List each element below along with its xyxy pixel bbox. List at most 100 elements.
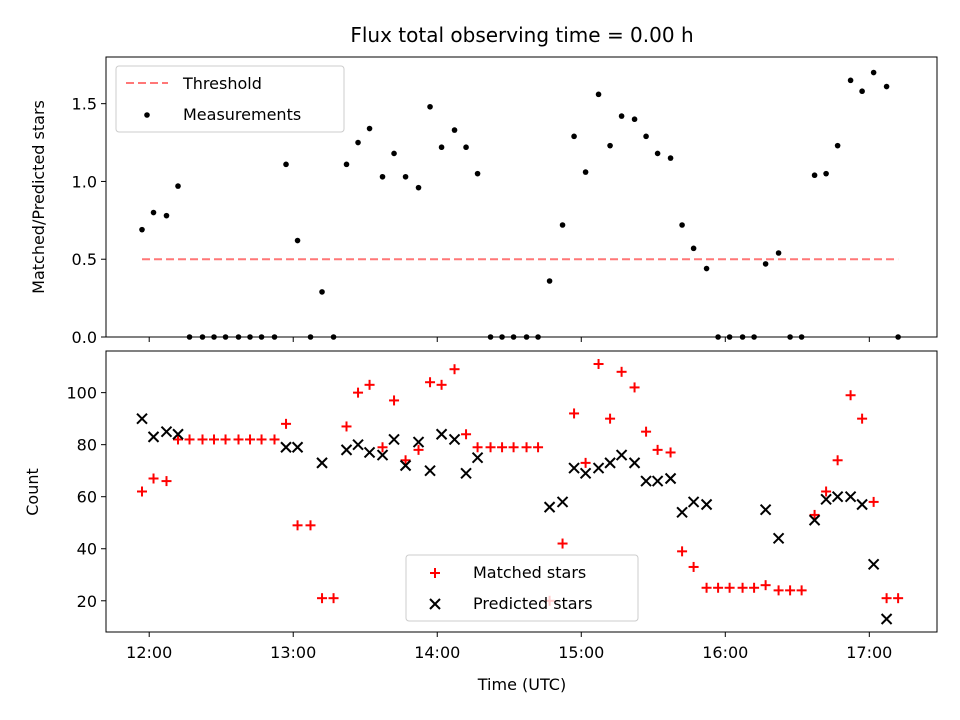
measurement-point [319, 289, 325, 295]
matched-star-point [688, 561, 699, 572]
measurement-point [463, 144, 469, 151]
top-y-tick-label: 1.5 [72, 95, 97, 114]
measurement-point [175, 183, 181, 189]
matched-star-point [472, 442, 483, 453]
predicted-star-point [651, 475, 664, 487]
measurement-point [499, 334, 505, 340]
matched-star-point [580, 457, 591, 468]
measurement-point [139, 226, 145, 233]
matched-star-point [652, 444, 663, 455]
matched-star-point [449, 364, 460, 375]
measurement-point [487, 334, 494, 340]
measurement-point [847, 77, 854, 84]
predicted-star-point [435, 428, 448, 440]
legend-matched-swatch [430, 568, 440, 578]
predicted-star-point [399, 459, 412, 472]
predicted-star-point [664, 472, 677, 485]
measurement-point [546, 278, 553, 284]
measurement-point [294, 237, 301, 244]
matched-star-point [400, 455, 411, 466]
measurement-point [235, 334, 242, 340]
matched-star-point [533, 442, 544, 453]
predicted-star-point [687, 496, 700, 508]
measurement-point [523, 334, 530, 340]
predicted-star-point [628, 457, 641, 469]
x-tick-label: 13:00 [270, 643, 316, 662]
predicted-star-point [592, 462, 605, 474]
measurement-point [798, 334, 805, 340]
matched-star-point [425, 377, 436, 388]
predicted-star-point [376, 449, 389, 461]
predicted-star-point [759, 504, 772, 516]
matched-star-point [353, 387, 364, 398]
matched-star-point [508, 442, 519, 453]
matched-star-point [605, 413, 616, 424]
matched-star-point [436, 379, 447, 390]
measurement-point [823, 170, 829, 177]
matched-star-point [521, 442, 532, 453]
legend-matched-label: Matched stars [473, 563, 586, 582]
matched-star-point [269, 434, 280, 445]
legend-matched-marker-shape [430, 568, 440, 578]
predicted-star-point [556, 496, 569, 508]
measurement-point [415, 184, 422, 191]
predicted-star-point [568, 462, 580, 474]
bottom-y-tick-label: 80 [77, 436, 97, 455]
matched-star-point [292, 520, 303, 531]
predicted-star-point [880, 613, 893, 625]
measurement-point [859, 88, 865, 95]
predicted-star-point [340, 444, 353, 456]
matched-star-point [364, 379, 375, 390]
bottom-legend: Matched stars Predicted stars [405, 554, 639, 622]
predicted-star-point [388, 433, 400, 446]
measurement-point [510, 334, 517, 340]
matched-star-point [341, 421, 352, 432]
matched-star-point [161, 476, 172, 487]
bottom-axes-frame [105, 350, 938, 633]
matched-star-point [593, 359, 604, 370]
matched-star-point [785, 585, 796, 596]
measurement-point [222, 334, 229, 340]
predicted-star-point [676, 506, 688, 519]
predicted-star-point [291, 441, 304, 453]
measurement-point [186, 334, 193, 340]
legend-threshold-label: Threshold [182, 74, 262, 93]
predicted-star-point [820, 493, 832, 506]
matched-star-point [413, 444, 424, 455]
matched-star-point [497, 442, 508, 453]
matched-star-point [821, 486, 832, 497]
matched-star-point [245, 434, 256, 445]
matched-star-point [485, 442, 496, 453]
matched-star-point [881, 593, 892, 604]
predicted-star-point [280, 441, 292, 453]
matched-star-point [857, 413, 868, 424]
predicted-star-point [700, 498, 713, 511]
measurement-point [283, 161, 289, 168]
measurement-point [739, 334, 746, 340]
measurement-point [474, 170, 481, 177]
top-axes-frame [105, 56, 938, 338]
matched-star-point [796, 585, 807, 596]
bottom-legend-frame [405, 554, 639, 622]
measurement-point [595, 91, 602, 98]
measurement-point [163, 212, 170, 219]
matched-star-point [868, 496, 879, 507]
matched-star-point [137, 486, 148, 497]
top-legend-frame [115, 65, 345, 133]
predicted-star-point [136, 412, 148, 425]
predicted-star-point [424, 464, 436, 477]
top-y-tick-label: 0.0 [72, 328, 97, 347]
measurement-point [211, 334, 217, 340]
matched-star-point [148, 473, 159, 484]
matched-star-point [461, 429, 472, 440]
measurement-point [559, 222, 566, 228]
legend-measurements-label: Measurements [183, 105, 301, 124]
matched-star-point [893, 593, 904, 604]
x-tick-label: 12:00 [126, 643, 172, 662]
matched-star-point [233, 434, 244, 445]
measurement-point [643, 133, 649, 140]
predicted-star-point [844, 490, 857, 503]
measurement-point [379, 173, 386, 180]
measurement-point [607, 142, 613, 149]
predicted-star-point [471, 451, 484, 464]
